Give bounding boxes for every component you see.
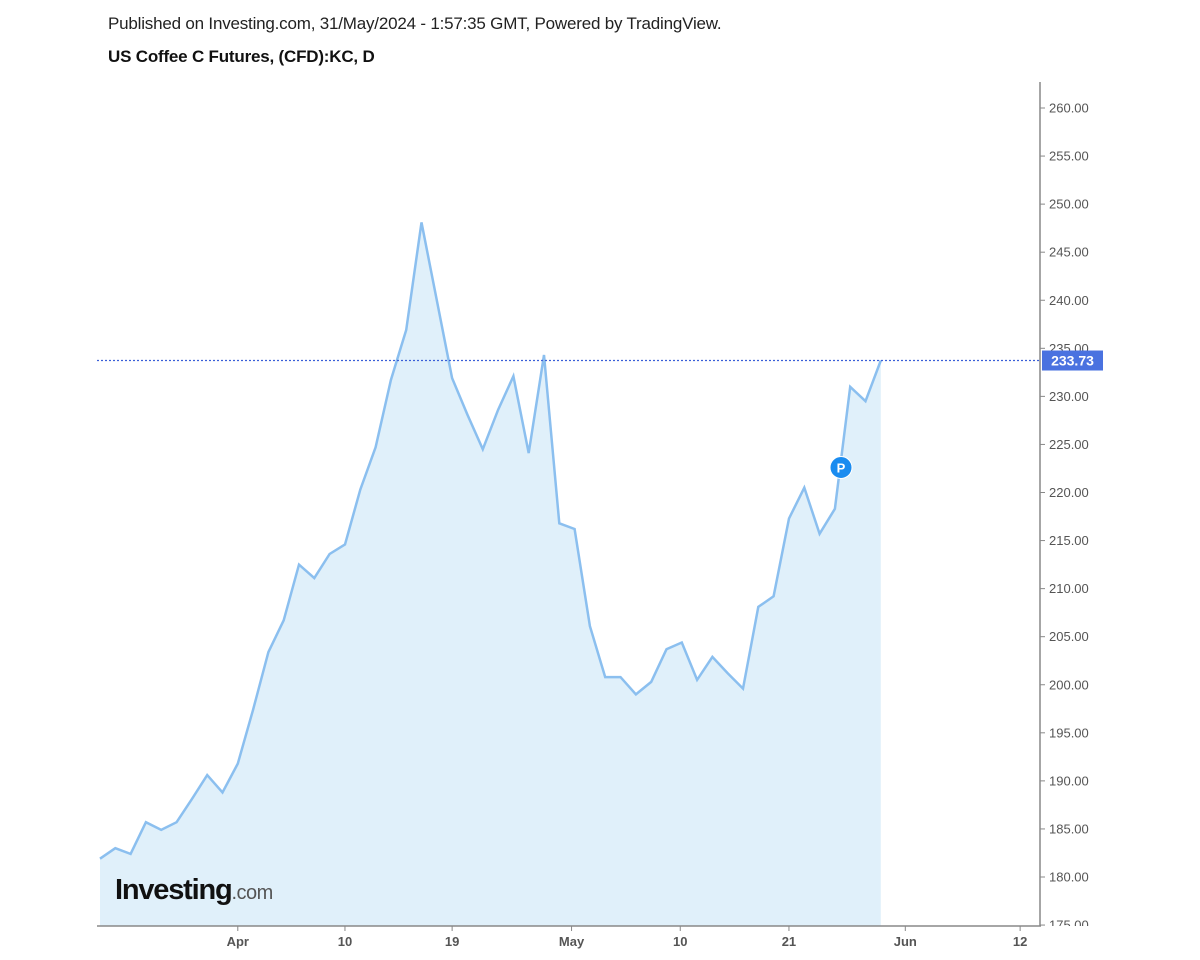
y-tick-label: 195.00: [1049, 725, 1089, 740]
price-line: [99, 222, 882, 860]
y-tick-label: 180.00: [1049, 870, 1089, 885]
x-tick-label: Apr: [227, 934, 249, 949]
area-fill: [100, 222, 881, 926]
y-tick-label: 225.00: [1049, 437, 1089, 452]
chart-title: US Coffee C Futures, (CFD):KC, D: [108, 47, 375, 66]
y-tick-label: 230.00: [1049, 389, 1089, 404]
last-price-tag: [1042, 350, 1103, 371]
x-tick-label: 21: [782, 934, 796, 949]
y-tick-label: 250.00: [1049, 197, 1089, 212]
logo-wordmark: Investing: [115, 874, 233, 906]
x-tick-label: 12: [1013, 934, 1027, 949]
y-tick-label: 190.00: [1049, 773, 1089, 788]
y-tick-label: 185.00: [1049, 821, 1089, 836]
y-tick-label: 245.00: [1049, 245, 1089, 260]
x-tick-label: 10: [673, 934, 687, 949]
y-tick-label: 220.00: [1049, 485, 1089, 500]
y-tick-label: 210.00: [1049, 581, 1089, 596]
event-marker-label: P: [837, 461, 846, 476]
y-tick-label: 240.00: [1049, 293, 1089, 308]
y-tick-label: 255.00: [1049, 149, 1089, 164]
y-tick-label: 260.00: [1049, 101, 1089, 116]
y-tick-label: 200.00: [1049, 677, 1089, 692]
investing-logo: Investing.com: [115, 874, 273, 907]
x-tick-label: May: [559, 934, 585, 949]
y-tick-label: 205.00: [1049, 629, 1089, 644]
x-tick-label: 19: [445, 934, 459, 949]
published-note: Published on Investing.com, 31/May/2024 …: [108, 14, 722, 33]
y-tick-label: 175.00: [1049, 918, 1089, 933]
last-price-label: 233.73: [1051, 353, 1094, 369]
x-tick-label: 10: [338, 934, 352, 949]
x-tick-label: Jun: [894, 934, 917, 949]
y-tick-label: 215.00: [1049, 533, 1089, 548]
logo-domain: .com: [231, 882, 274, 904]
event-marker-icon[interactable]: [829, 456, 853, 480]
